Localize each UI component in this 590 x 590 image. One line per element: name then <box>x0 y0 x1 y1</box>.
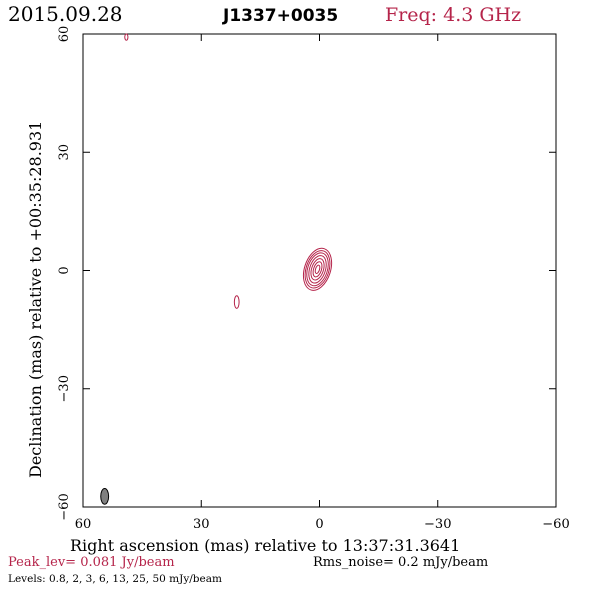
minor-contour <box>233 295 240 309</box>
peak-level: Peak_lev= 0.081 Jy/beam <box>8 555 175 570</box>
source-name: J1337+0035 <box>222 6 338 26</box>
main-contour <box>310 258 325 281</box>
contour-levels: Levels: 0.8, 2, 3, 6, 13, 25, 50 mJy/bea… <box>8 573 222 585</box>
y-tick-label: 0 <box>57 266 72 274</box>
minor-contour <box>124 33 129 41</box>
x-axis-label: Right ascension (mas) relative to 13:37:… <box>70 536 460 555</box>
rms-noise: Rms_noise= 0.2 mJy/beam <box>313 555 488 570</box>
y-tick-label: 30 <box>57 144 72 161</box>
contour-layer <box>100 33 333 505</box>
observation-date: 2015.09.28 <box>8 2 123 26</box>
beam-ellipse <box>100 487 110 505</box>
y-tick-label: −30 <box>57 375 72 402</box>
axis-tick-labels: 60 30 0 −30 −60 −60 −30 0 30 60 <box>57 26 570 532</box>
y-tick-label: −60 <box>57 493 72 520</box>
main-contour <box>312 261 323 278</box>
main-contour <box>304 250 331 289</box>
x-tick-label: −60 <box>542 517 569 532</box>
x-tick-label: 30 <box>193 517 210 532</box>
frequency-label: Freq: 4.3 GHz <box>385 4 521 26</box>
y-tick-label: 60 <box>57 26 72 43</box>
x-tick-label: 0 <box>315 517 323 532</box>
main-contour <box>314 264 321 274</box>
main-contour <box>302 247 333 291</box>
main-contour <box>306 252 329 287</box>
x-tick-label: 60 <box>75 517 92 532</box>
y-axis-label: Declination (mas) relative to +00:35:28.… <box>26 121 45 478</box>
x-tick-label: −30 <box>424 517 451 532</box>
main-contour <box>308 255 327 284</box>
axis-ticks <box>82 33 557 508</box>
